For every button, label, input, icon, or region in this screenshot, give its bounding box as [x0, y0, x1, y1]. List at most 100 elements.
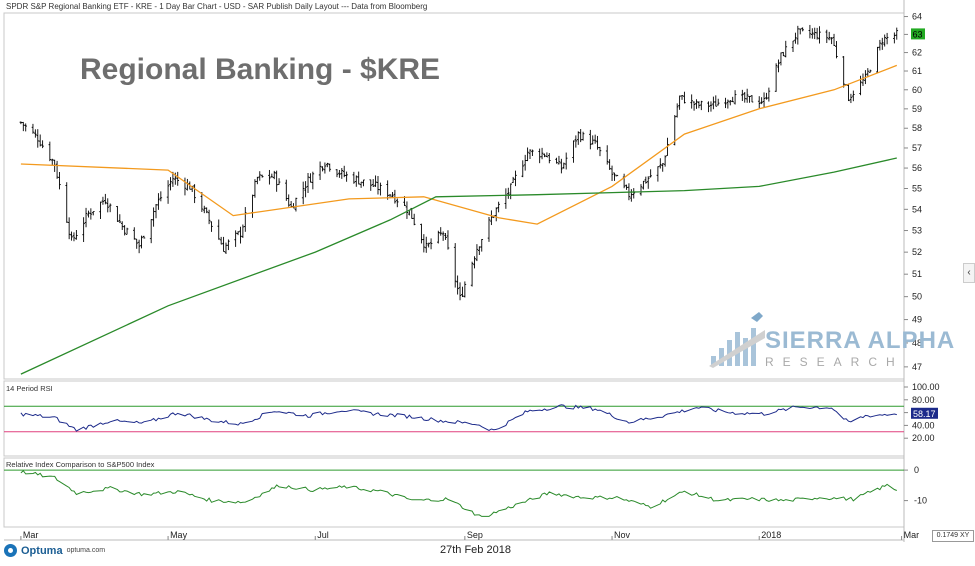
- price-tick-label: 61: [912, 66, 922, 76]
- moving-averages-group: [20, 64, 898, 375]
- price-bar: [369, 179, 373, 191]
- price-bar: [543, 153, 546, 158]
- price-bar: [596, 135, 599, 150]
- price-bar: [224, 242, 228, 254]
- price-bar: [540, 147, 544, 160]
- price-bar: [714, 95, 718, 107]
- price-bar: [593, 134, 597, 144]
- price-bar: [24, 123, 28, 132]
- price-bar: [564, 152, 568, 170]
- relative-tick-label: 0: [914, 465, 919, 475]
- axes-group: 4748495051525354555657585960616263646320…: [20, 12, 940, 540]
- price-bar: [473, 256, 476, 269]
- price-bar: [480, 238, 484, 252]
- price-bar: [222, 236, 225, 252]
- optuma-logo-icon: [4, 544, 17, 557]
- price-bar: [690, 94, 693, 109]
- price-bar: [490, 210, 493, 226]
- price-bar: [649, 169, 652, 178]
- price-bar: [437, 230, 440, 244]
- price-tick-label: 59: [912, 104, 922, 114]
- price-bar: [470, 261, 474, 287]
- price-bar: [724, 97, 727, 109]
- sierra-alpha-logo-icon: [709, 312, 765, 368]
- price-bar: [646, 176, 650, 189]
- rsi-tick-label: 40.00: [912, 420, 935, 430]
- price-bar: [91, 211, 95, 216]
- price-bar: [207, 209, 211, 225]
- price-bar: [241, 224, 245, 238]
- price-bar: [661, 163, 665, 172]
- price-bar: [104, 193, 107, 205]
- price-tick-label: 62: [912, 48, 922, 58]
- price-bar: [84, 207, 88, 228]
- price-bar: [309, 173, 312, 183]
- price-bar: [613, 172, 616, 181]
- price-bar: [200, 192, 204, 212]
- price-bar: [847, 83, 850, 102]
- price-bar: [866, 68, 870, 78]
- price-tick-label: 49: [912, 315, 922, 325]
- price-bar: [849, 93, 853, 104]
- price-bar: [538, 148, 541, 164]
- price-bar: [767, 87, 771, 102]
- price-bar: [405, 201, 409, 219]
- price-bar: [376, 175, 380, 195]
- price-bar: [622, 173, 626, 189]
- price-bar: [359, 181, 363, 188]
- price-bar: [589, 129, 592, 150]
- price-bar: [743, 91, 747, 103]
- price-bar: [762, 92, 766, 108]
- price-bar: [123, 225, 126, 236]
- price-bar: [41, 140, 44, 149]
- price-bar: [311, 171, 315, 190]
- price-bar: [709, 101, 713, 112]
- price-bar: [34, 129, 37, 138]
- price-bar: [395, 198, 399, 208]
- price-bar: [422, 234, 426, 253]
- price-bar: [835, 41, 838, 59]
- rsi-tick-label: 100.00: [912, 382, 940, 392]
- price-bar: [169, 177, 172, 191]
- price-bar: [572, 140, 575, 163]
- price-bar: [202, 205, 206, 214]
- price-bar: [852, 90, 855, 102]
- price-bar: [545, 152, 549, 158]
- price-bar: [876, 46, 879, 74]
- price-bar: [625, 184, 628, 190]
- chevron-left-icon: ‹: [967, 267, 971, 278]
- scale-readout[interactable]: 0.1749 XY: [932, 530, 974, 542]
- price-bar: [526, 147, 529, 162]
- price-bar: [379, 182, 382, 196]
- panel-frame-1: [3, 380, 905, 457]
- price-bar: [427, 242, 430, 248]
- price-bar: [149, 219, 153, 244]
- price-bar: [251, 194, 254, 218]
- price-bar: [412, 213, 416, 226]
- price-bar: [118, 214, 122, 224]
- price-tick-label: 64: [912, 12, 922, 22]
- price-bar: [75, 229, 78, 240]
- relative-panel-label: Relative Index Comparison to S&P500 Inde…: [6, 460, 155, 469]
- price-bar: [340, 168, 344, 179]
- price-bar: [393, 189, 397, 204]
- price-bar: [446, 230, 450, 250]
- price-bar: [424, 236, 428, 253]
- chart-title: Regional Banking - $KRE: [80, 53, 441, 86]
- price-bar: [36, 129, 40, 148]
- collapse-panel-button[interactable]: ‹: [963, 263, 975, 283]
- price-bar: [497, 201, 500, 213]
- price-bar: [253, 179, 257, 198]
- price-bar: [116, 205, 119, 222]
- price-bar: [72, 232, 76, 242]
- price-bar: [321, 166, 324, 172]
- price-bar: [137, 239, 141, 254]
- price-bar: [135, 238, 139, 249]
- price-bar: [183, 177, 187, 196]
- price-bar: [741, 89, 744, 102]
- price-bar: [815, 27, 819, 40]
- price-bar: [157, 193, 160, 210]
- price-bar: [774, 63, 778, 92]
- price-bar: [880, 37, 884, 50]
- price-bar: [475, 244, 479, 262]
